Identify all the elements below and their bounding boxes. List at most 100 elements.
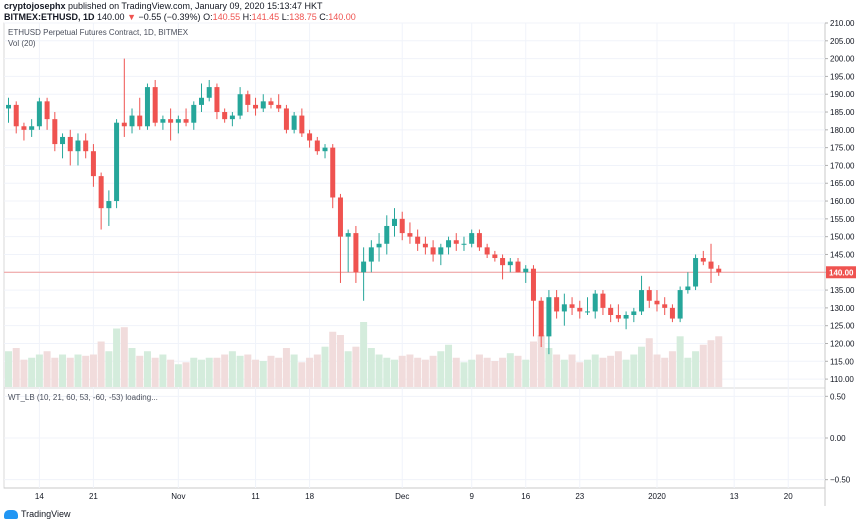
candle-body — [399, 218, 405, 234]
candle — [430, 240, 436, 262]
volume-bar — [591, 354, 599, 387]
candle-body — [44, 101, 50, 120]
candle — [268, 97, 274, 109]
candle-body — [546, 297, 552, 337]
candle — [229, 112, 235, 127]
candle — [29, 119, 35, 137]
volume-bar — [252, 359, 260, 387]
time-tick-label: 13 — [730, 492, 739, 501]
volume-bar — [522, 359, 530, 387]
price-tick-label: 155.00 — [830, 215, 855, 224]
candle-body — [438, 247, 444, 255]
volume-bar — [707, 340, 715, 387]
volume-bar — [275, 357, 283, 387]
price-tick-label: 210.00 — [830, 19, 855, 28]
candle — [476, 229, 482, 251]
volume-bar — [35, 354, 43, 387]
candle-body — [392, 218, 397, 226]
price-tick-label: 110.00 — [830, 375, 854, 384]
candle-body — [191, 104, 197, 123]
candle-body — [530, 268, 536, 301]
volume-bar — [576, 362, 584, 387]
candle-body — [253, 104, 259, 109]
candle — [314, 136, 320, 155]
volume-bar — [113, 328, 121, 387]
tradingview-logo[interactable]: TradingView — [4, 509, 71, 519]
volume-bar — [5, 351, 12, 387]
candle — [631, 307, 637, 323]
candle-body — [168, 119, 174, 123]
candle-body — [21, 126, 27, 130]
volume-bar — [159, 354, 167, 387]
candle — [114, 119, 120, 209]
volume-bar — [20, 359, 28, 387]
candle — [685, 272, 691, 294]
volume-bar — [28, 357, 36, 387]
candle-body — [446, 240, 452, 248]
indicator-axis[interactable]: 0.50 0.00 −0.50 — [825, 392, 851, 485]
volume-bar — [213, 357, 221, 387]
last-price-badge — [826, 266, 856, 279]
candle-body — [538, 300, 544, 337]
volume-bar — [198, 359, 205, 387]
volume-bar — [352, 346, 360, 387]
price-tick-label: 170.00 — [830, 161, 855, 170]
volume-bar — [306, 357, 314, 387]
candle — [83, 133, 89, 159]
volume-bar — [244, 354, 252, 387]
candle-body — [384, 225, 390, 244]
candle-body — [577, 307, 583, 312]
candle — [191, 101, 197, 130]
candle-body — [608, 307, 614, 315]
low-label: L: — [281, 12, 290, 22]
candle-body — [461, 243, 467, 245]
candle — [669, 304, 675, 323]
time-tick-label: 9 — [469, 492, 474, 501]
candle — [152, 79, 158, 127]
candle — [716, 265, 722, 276]
volume-bar — [59, 354, 67, 387]
candle — [168, 108, 174, 141]
candle — [260, 94, 266, 113]
price-tick-label: 150.00 — [830, 233, 855, 242]
volume-bar — [74, 354, 82, 387]
candle — [299, 108, 305, 137]
candle — [183, 108, 189, 127]
price-pane[interactable] — [3, 22, 826, 389]
volume-label: Vol (20) — [8, 39, 36, 48]
price-tick-label: 165.00 — [830, 179, 855, 188]
volume-bar — [514, 355, 522, 387]
price-tick-label: 145.00 — [830, 250, 855, 259]
candle-body — [453, 240, 459, 244]
symbol-line: BITMEX:ETHUSD, 1D 140.00 ▼ −0.55 (−0.39%… — [4, 12, 356, 23]
candle — [500, 254, 506, 280]
time-axis[interactable]: 14 21 Nov 11 18 Dec 9 16 23 2020 13 20 — [35, 492, 793, 501]
close-label: C: — [319, 12, 329, 22]
volume-bar — [221, 354, 229, 387]
volume-bar — [452, 357, 460, 387]
candle-body — [631, 311, 637, 315]
candle-body — [75, 140, 81, 152]
candle-body — [361, 261, 367, 273]
candle-body — [29, 126, 35, 130]
price-axis[interactable]: 210.00 205.00 200.00 195.00 190.00 185.00 180.… — [825, 19, 856, 384]
candle-body — [291, 115, 297, 130]
volume-bar — [82, 355, 90, 387]
volume-bar — [128, 348, 136, 387]
volume-bar — [360, 322, 368, 387]
last-price-label: 140.00 — [829, 268, 854, 277]
candle-body — [585, 311, 590, 313]
candle — [36, 97, 42, 130]
volume-bar — [661, 357, 669, 387]
volume-bar — [89, 354, 97, 387]
candle — [137, 97, 143, 130]
candle — [322, 144, 328, 159]
price-tick-label: 205.00 — [830, 37, 855, 46]
low-value: 138.75 — [289, 12, 317, 22]
candle-body — [368, 247, 374, 262]
candle-body — [515, 261, 521, 273]
price-tick-label: 180.00 — [830, 126, 855, 135]
grid-lines — [4, 22, 825, 488]
price-tick-label: 195.00 — [830, 72, 855, 81]
